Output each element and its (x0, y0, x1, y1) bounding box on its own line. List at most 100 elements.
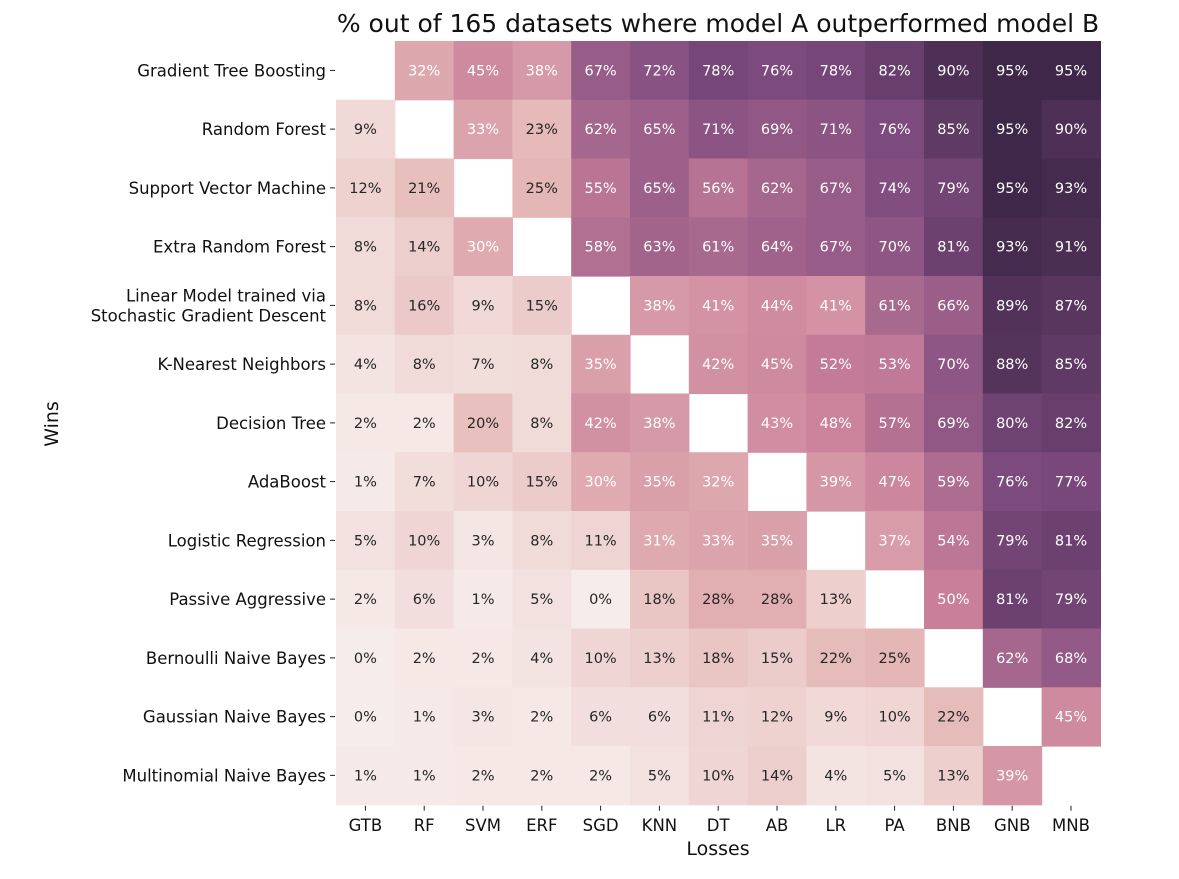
column-label: DT (707, 816, 731, 835)
heatmap-cells: 32% 45% 38% 67% 72% 78% 76% 78% 82% 90% 95% 95% 9% 33… (336, 41, 1101, 806)
heatmap-cell (571, 511, 631, 571)
cell-value-label: 0% (354, 651, 377, 667)
heatmap-cell (747, 569, 807, 630)
column-label: GTB (349, 816, 383, 835)
heatmap-cell (982, 628, 1043, 688)
heatmap-cell (806, 569, 866, 630)
cell-value-label: 44% (761, 298, 793, 314)
heatmap-cell (747, 628, 807, 688)
heatmap-cell (1041, 276, 1101, 336)
heatmap-cell (336, 746, 396, 806)
row-label: Support Vector Machine (129, 179, 326, 198)
heatmap-cell (806, 99, 866, 160)
heatmap-cell (747, 217, 807, 277)
heatmap-cell (865, 452, 925, 512)
column-label: MNB (1052, 816, 1090, 835)
heatmap-cell (865, 99, 925, 160)
heatmap-cell (336, 569, 396, 630)
cell-value-label: 32% (408, 63, 440, 79)
heatmap-cell (512, 569, 572, 630)
heatmap-cell (865, 158, 925, 218)
heatmap-cell (688, 687, 749, 747)
heatmap-cell (453, 628, 513, 688)
heatmap-cell (453, 452, 513, 512)
cell-value-label: 61% (702, 240, 734, 256)
column-label: KNN (642, 816, 678, 835)
heatmap-cell (453, 569, 513, 630)
cell-value-label: 25% (878, 651, 910, 667)
heatmap-cell (924, 334, 984, 395)
heatmap-cell (747, 41, 807, 101)
heatmap-cell (394, 628, 455, 688)
heatmap-cell (688, 569, 749, 630)
heatmap-cell (1041, 41, 1101, 101)
cell-value-label: 2% (413, 651, 436, 667)
heatmap-cell (865, 334, 925, 395)
cell-value-label: 9% (824, 710, 847, 726)
heatmap-cell (571, 217, 631, 277)
column-label: ERF (526, 816, 557, 835)
cell-value-label: 5% (883, 768, 906, 784)
row-label: Extra Random Forest (153, 238, 327, 257)
heatmap-cell (571, 334, 631, 395)
row-label: Gaussian Naive Bayes (143, 708, 326, 727)
cell-value-label: 1% (354, 475, 377, 491)
row-labels: Gradient Tree Boosting Random Forest Suppo… (91, 61, 335, 785)
heatmap-cell (865, 41, 925, 101)
heatmap-cell (806, 334, 866, 395)
heatmap-cell (336, 99, 396, 160)
cell-value-label: 9% (471, 298, 494, 314)
heatmap-cell (336, 334, 396, 395)
cell-value-label: 33% (702, 533, 734, 549)
heatmap-cell (336, 628, 396, 688)
cell-value-label: 8% (530, 357, 553, 373)
x-axis-label: Losses (686, 838, 749, 860)
column-label: GNB (994, 816, 1030, 835)
heatmap-cell (688, 511, 749, 571)
cell-value-label: 59% (937, 475, 969, 491)
column-label: SGD (583, 816, 619, 835)
heatmap-cell (924, 158, 984, 218)
heatmap-cell (924, 41, 984, 101)
heatmap-cell (1041, 687, 1101, 747)
heatmap-cell (747, 393, 807, 453)
heatmap-cell (336, 393, 396, 453)
row-label: AdaBoost (248, 473, 327, 492)
heatmap-cell (630, 452, 690, 512)
cell-value-label: 35% (584, 357, 616, 373)
heatmap-cell (336, 511, 396, 571)
cell-value-label: 2% (413, 416, 436, 432)
heatmap-cell (982, 217, 1043, 277)
heatmap-cell (630, 41, 690, 101)
cell-value-label: 68% (1055, 651, 1087, 667)
cell-value-label: 10% (584, 651, 616, 667)
heatmap-cell (336, 687, 396, 747)
heatmap-cell (865, 393, 925, 453)
heatmap-cell (806, 217, 866, 277)
heatmap-cell (747, 687, 807, 747)
cell-value-label: 15% (526, 298, 558, 314)
cell-value-label: 50% (937, 592, 969, 608)
cell-value-label: 62% (761, 181, 793, 197)
heatmap-cell (806, 41, 866, 101)
cell-value-label: 23% (526, 122, 558, 138)
heatmap-cell (630, 276, 690, 336)
heatmap-cell (747, 334, 807, 395)
cell-value-label: 13% (937, 768, 969, 784)
heatmap-cell (1041, 217, 1101, 277)
heatmap-cell (865, 511, 925, 571)
heatmap-cell (924, 511, 984, 571)
heatmap-cell (512, 452, 572, 512)
cell-value-label: 12% (349, 181, 381, 197)
heatmap-cell (453, 276, 513, 336)
cell-value-label: 95% (996, 181, 1028, 197)
cell-value-label: 11% (702, 710, 734, 726)
heatmap-cell (512, 158, 572, 218)
cell-value-label: 4% (354, 357, 377, 373)
column-label: SVM (465, 816, 501, 835)
cell-value-label: 79% (996, 533, 1028, 549)
heatmap-cell (924, 217, 984, 277)
cell-value-label: 82% (878, 63, 910, 79)
cell-value-label: 70% (937, 357, 969, 373)
heatmap-cell (630, 511, 690, 571)
